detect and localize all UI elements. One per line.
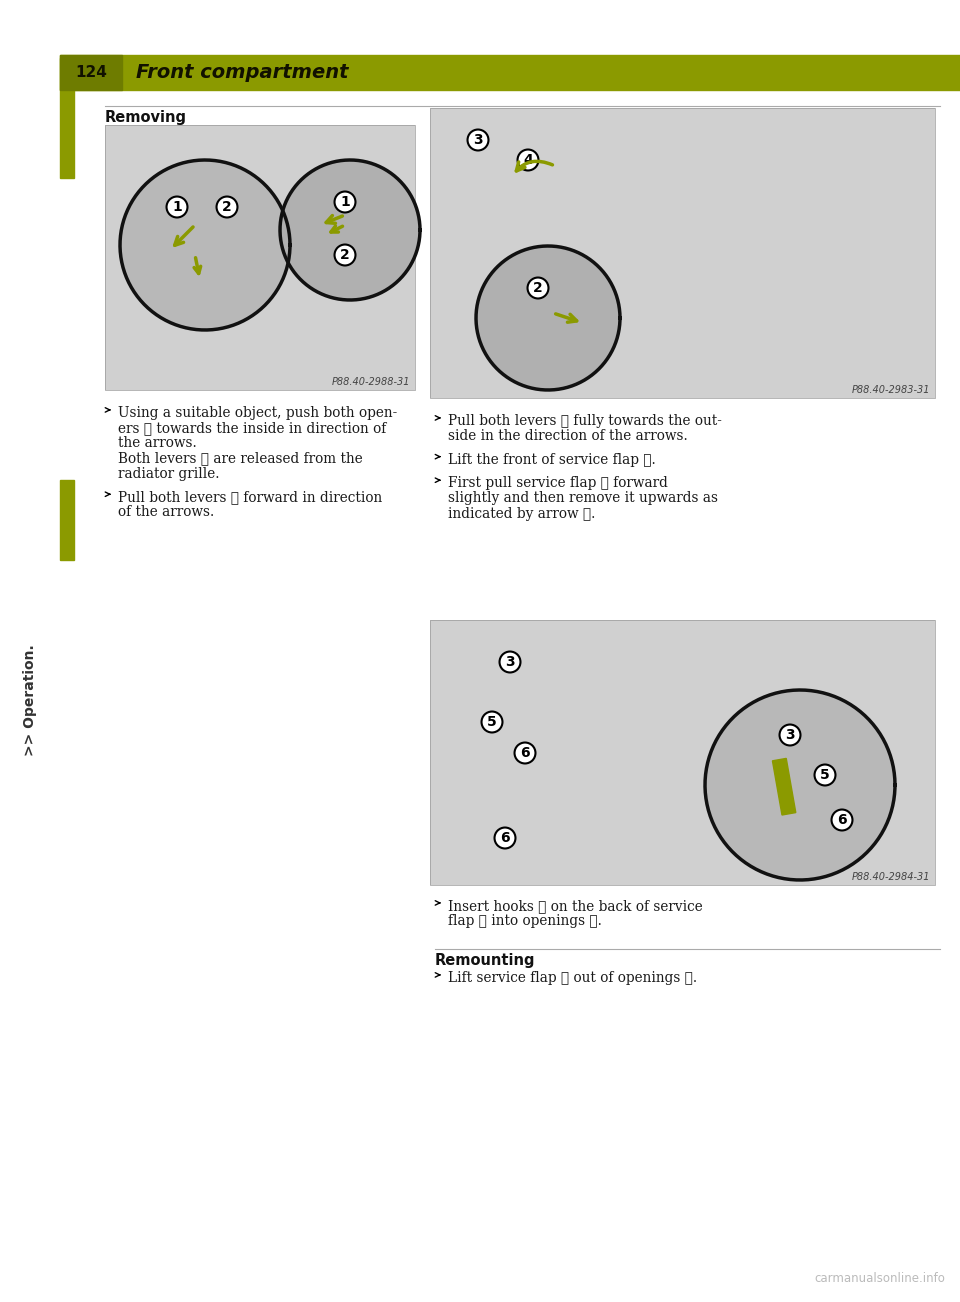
Text: 3: 3 bbox=[473, 133, 483, 147]
Bar bbox=[430, 620, 935, 885]
Text: 2: 2 bbox=[533, 281, 542, 296]
Text: Lift service flap ③ out of openings ⑥.: Lift service flap ③ out of openings ⑥. bbox=[448, 971, 697, 986]
Text: 3: 3 bbox=[785, 728, 795, 742]
Text: Remounting: Remounting bbox=[435, 953, 536, 967]
Text: Both levers ② are released from the: Both levers ② are released from the bbox=[118, 452, 363, 466]
Text: flap ③ into openings ⑥.: flap ③ into openings ⑥. bbox=[448, 914, 602, 928]
Bar bbox=[430, 620, 935, 885]
Bar bbox=[60, 55, 122, 90]
Text: 5: 5 bbox=[487, 715, 497, 729]
Polygon shape bbox=[476, 246, 620, 391]
Bar bbox=[105, 125, 415, 391]
Text: P88.40-2988-31: P88.40-2988-31 bbox=[331, 378, 410, 387]
Text: First pull service flap ③ forward: First pull service flap ③ forward bbox=[448, 477, 668, 491]
Text: 1: 1 bbox=[340, 195, 349, 210]
Text: 2: 2 bbox=[340, 247, 349, 262]
Text: slightly and then remove it upwards as: slightly and then remove it upwards as bbox=[448, 491, 718, 505]
Bar bbox=[430, 108, 935, 398]
Bar bbox=[60, 59, 74, 178]
Bar bbox=[773, 758, 796, 815]
Text: ers ① towards the inside in direction of: ers ① towards the inside in direction of bbox=[118, 421, 386, 435]
Polygon shape bbox=[120, 160, 290, 329]
Text: Removing: Removing bbox=[105, 109, 187, 125]
Text: Pull both levers ② forward in direction: Pull both levers ② forward in direction bbox=[118, 491, 382, 504]
Text: 3: 3 bbox=[505, 655, 515, 669]
Text: P88.40-2983-31: P88.40-2983-31 bbox=[852, 385, 930, 395]
Text: 124: 124 bbox=[75, 65, 107, 79]
Text: 6: 6 bbox=[520, 746, 530, 760]
Bar bbox=[105, 125, 415, 391]
Text: P88.40-2984-31: P88.40-2984-31 bbox=[852, 872, 930, 881]
Text: 6: 6 bbox=[837, 812, 847, 827]
Text: Lift the front of service flap ③.: Lift the front of service flap ③. bbox=[448, 453, 656, 466]
Text: Front compartment: Front compartment bbox=[136, 62, 348, 82]
Text: 2: 2 bbox=[222, 201, 232, 214]
Text: 1: 1 bbox=[172, 201, 181, 214]
Text: Insert hooks ⑤ on the back of service: Insert hooks ⑤ on the back of service bbox=[448, 898, 703, 913]
Text: carmanualsonline.info: carmanualsonline.info bbox=[814, 1272, 945, 1285]
Bar bbox=[430, 108, 935, 398]
Text: 5: 5 bbox=[820, 768, 829, 783]
Text: 6: 6 bbox=[500, 831, 510, 845]
Text: the arrows.: the arrows. bbox=[118, 436, 197, 450]
Text: side in the direction of the arrows.: side in the direction of the arrows. bbox=[448, 430, 687, 443]
Polygon shape bbox=[280, 160, 420, 299]
Bar bbox=[60, 55, 960, 90]
Text: radiator grille.: radiator grille. bbox=[118, 466, 220, 480]
Text: Using a suitable object, push both open-: Using a suitable object, push both open- bbox=[118, 406, 397, 421]
Polygon shape bbox=[705, 690, 895, 880]
Text: >> Operation.: >> Operation. bbox=[23, 644, 37, 756]
Text: 4: 4 bbox=[523, 154, 533, 167]
Text: Pull both levers ② fully towards the out-: Pull both levers ② fully towards the out… bbox=[448, 414, 722, 428]
Text: indicated by arrow ④.: indicated by arrow ④. bbox=[448, 506, 595, 521]
Bar bbox=[60, 480, 74, 560]
Text: of the arrows.: of the arrows. bbox=[118, 505, 214, 519]
